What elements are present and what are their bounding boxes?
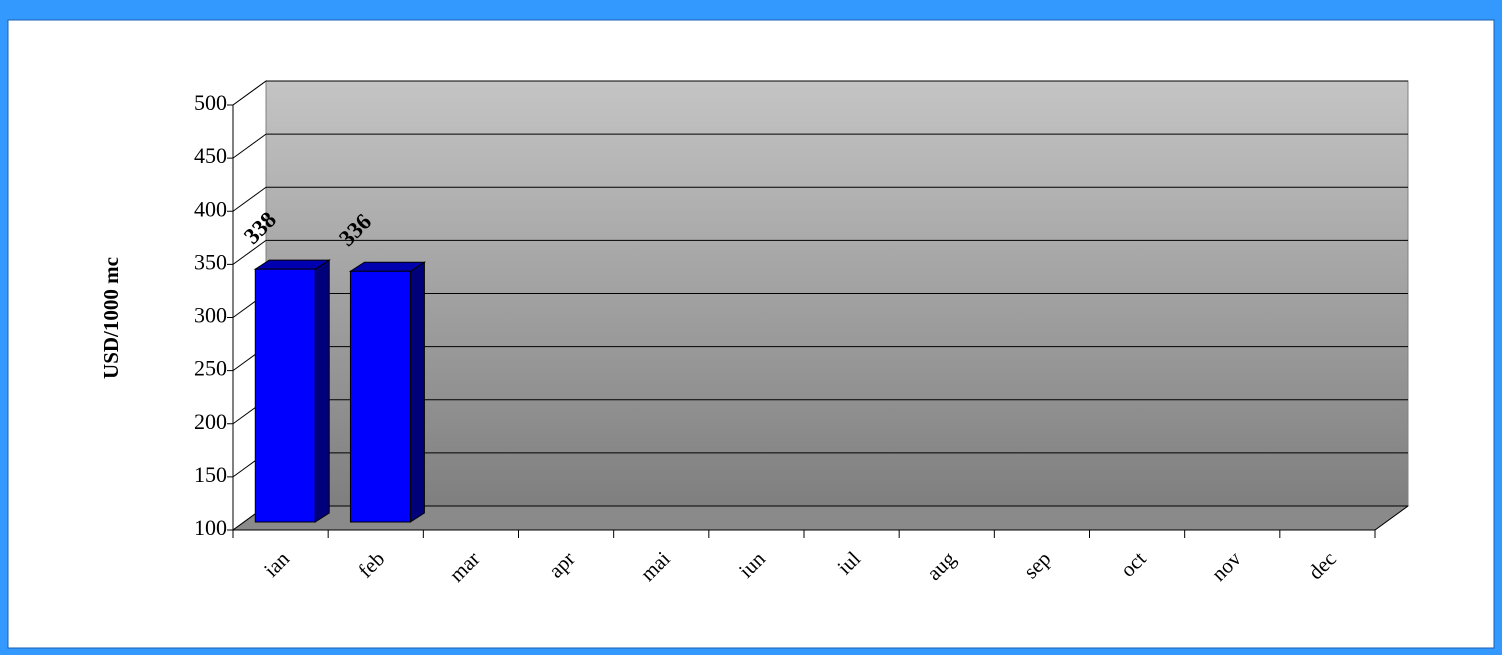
y-tick-label: 100 [194,515,227,540]
grid-line [232,133,267,159]
bar [349,270,411,523]
bar-top [348,261,427,272]
grid-line [232,239,267,265]
y-axis-label: USD/1000 mc [99,257,123,379]
y-tick-label: 450 [194,143,227,168]
grid-line [232,80,267,106]
bar [254,268,316,523]
bar-top [253,259,331,270]
y-tick-label: 350 [194,249,227,274]
x-axis-end [1374,505,1409,531]
y-tick-label: 250 [194,356,227,381]
bar-side [409,261,425,523]
bar-side [314,259,330,523]
y-tick-label: 200 [194,409,227,434]
y-tick-label: 300 [194,303,227,328]
y-tick-label: 150 [194,462,227,487]
grid-line [232,186,267,212]
y-tick-label: 400 [194,196,227,221]
y-tick-label: 500 [194,90,227,115]
